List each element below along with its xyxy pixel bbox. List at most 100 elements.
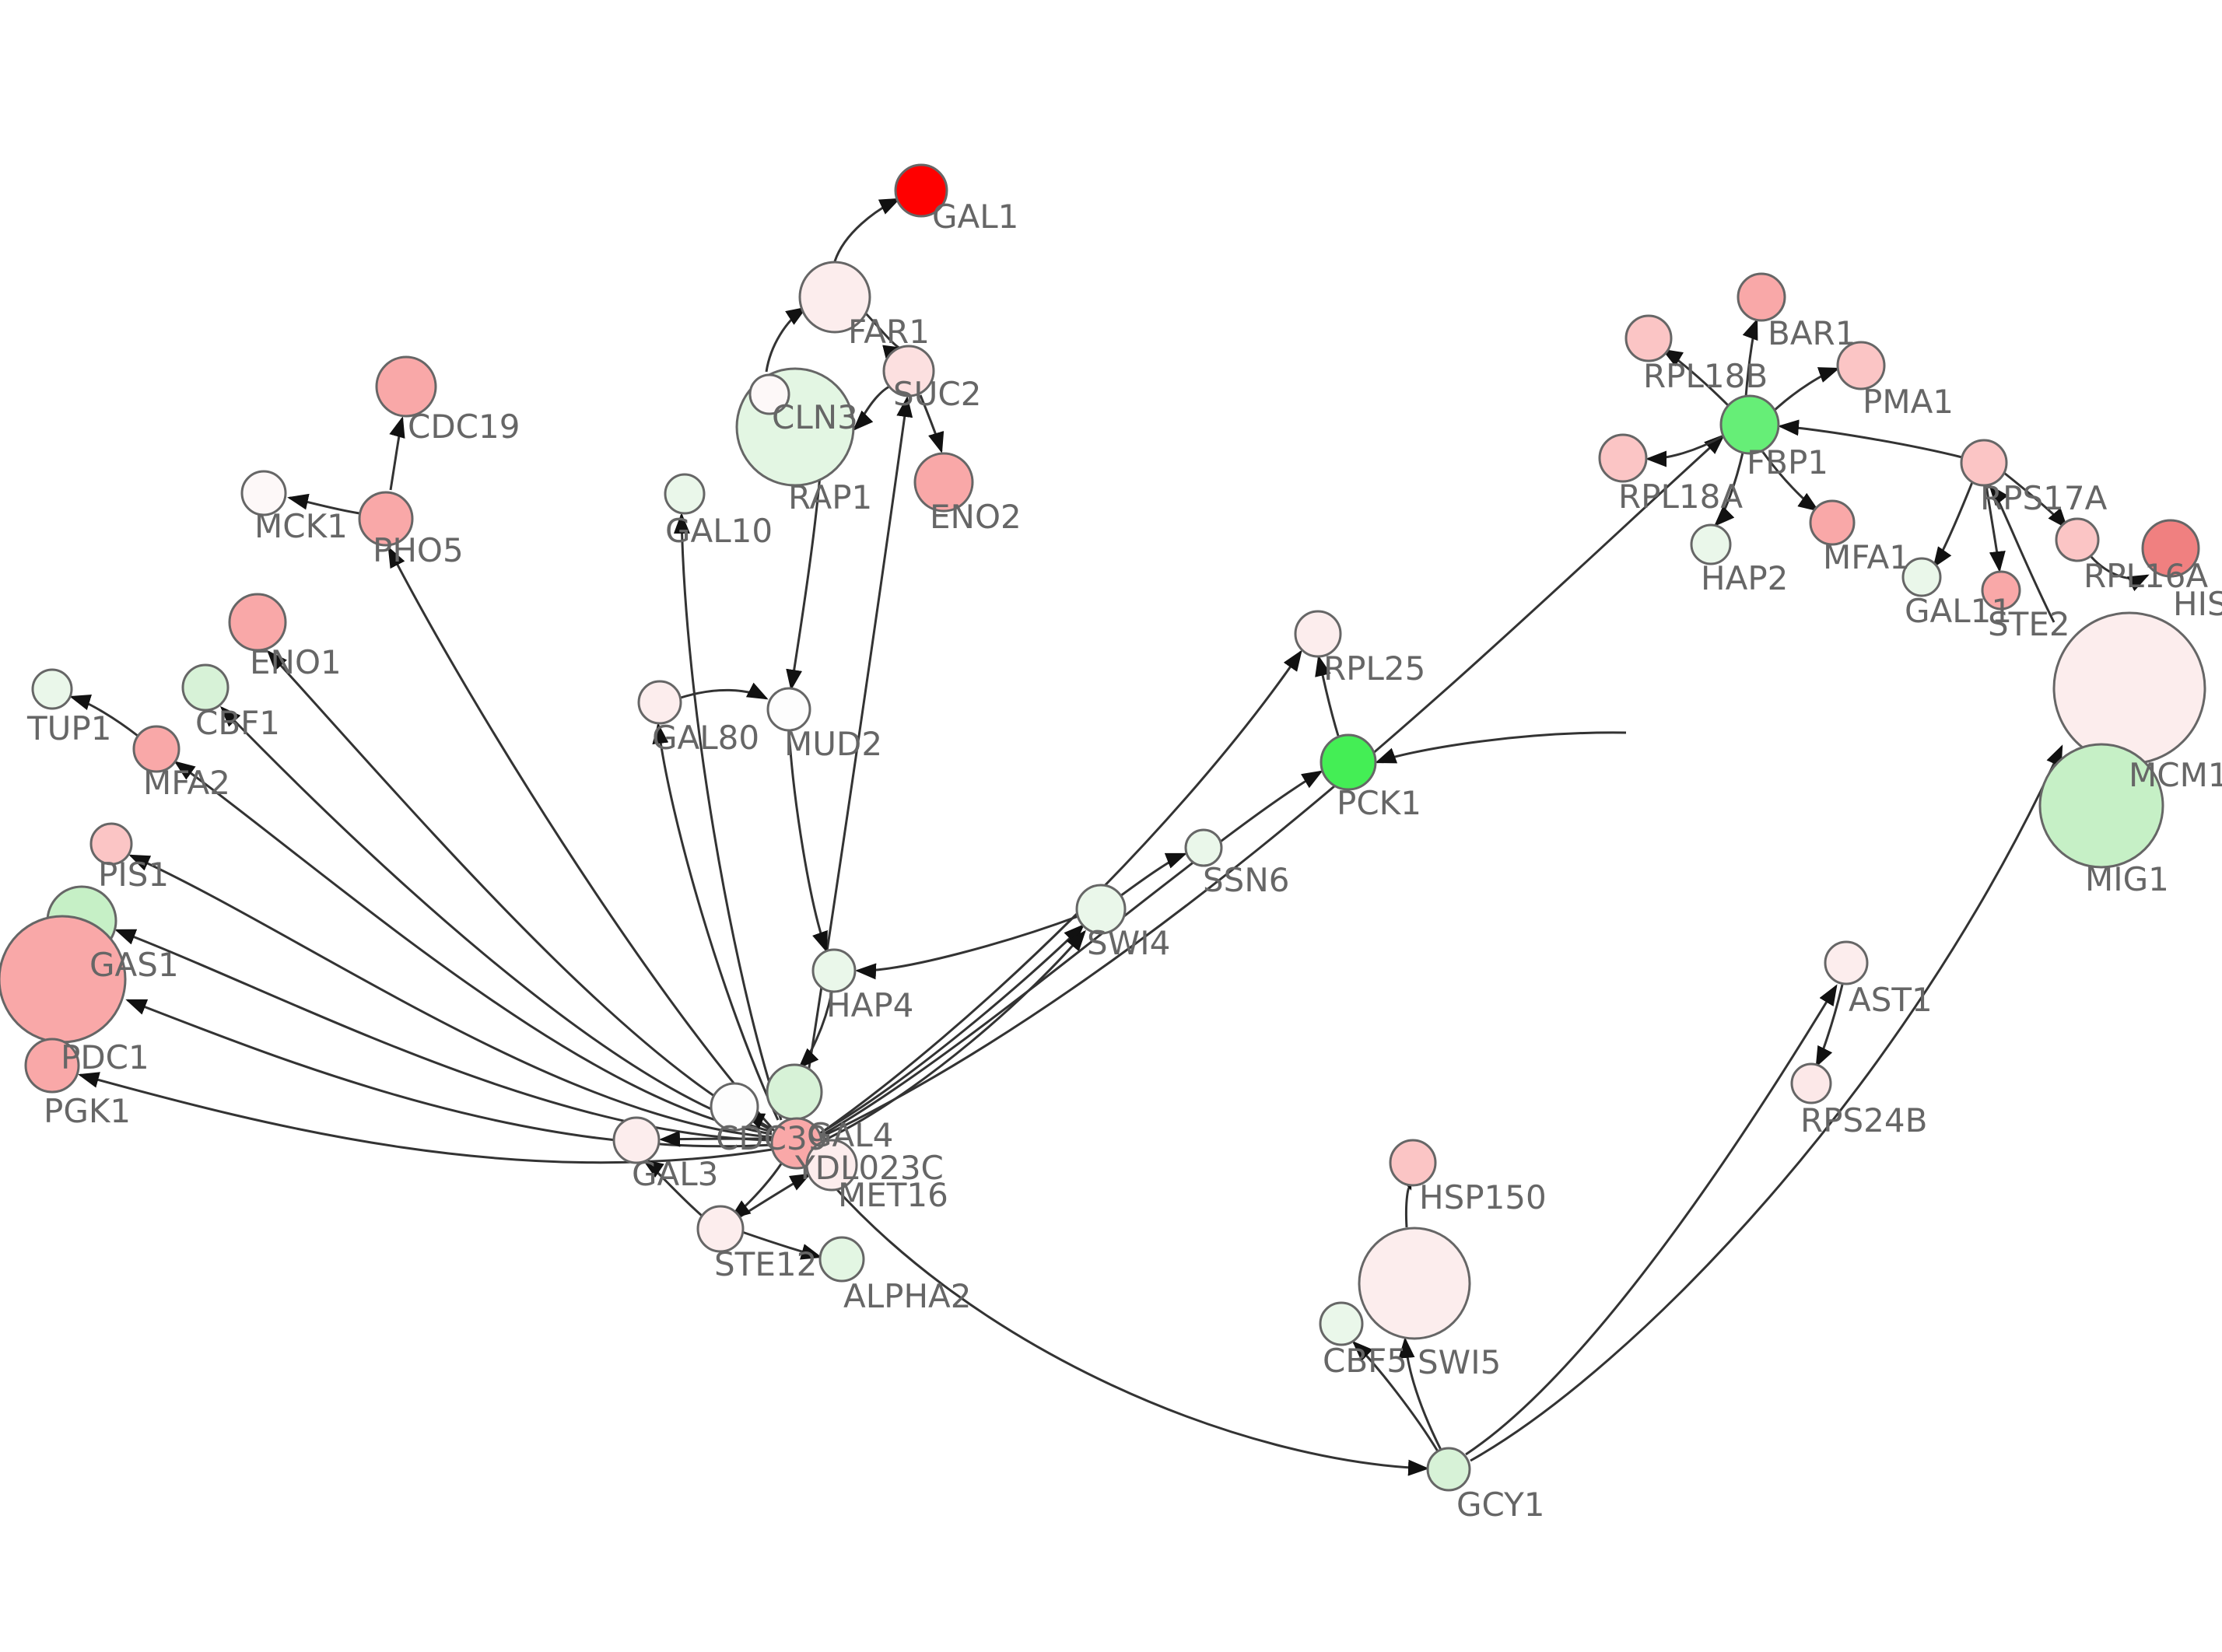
node-pgk1[interactable] bbox=[24, 1038, 80, 1094]
edge-gal4-to-pis1[interactable] bbox=[128, 854, 773, 1139]
edge-pho5-to-mck1[interactable] bbox=[287, 493, 360, 515]
edge-gal4-to-ste12[interactable] bbox=[729, 1162, 783, 1220]
node-rpl18b[interactable] bbox=[1624, 314, 1673, 362]
node-mcm1[interactable] bbox=[2052, 611, 2206, 765]
node-pho5[interactable] bbox=[358, 491, 414, 547]
node-pma1[interactable] bbox=[1836, 341, 1886, 390]
node-rpl16a[interactable] bbox=[2055, 517, 2100, 562]
edge-gal4-to-swi4[interactable] bbox=[818, 923, 1085, 1136]
node-met16[interactable] bbox=[766, 1063, 823, 1121]
edge-gal4-to-mfa2[interactable] bbox=[173, 761, 773, 1136]
edge-gcy1-to-cbf5[interactable] bbox=[1351, 1340, 1439, 1452]
edge-gcy1-to-mcm1[interactable] bbox=[1470, 744, 2063, 1462]
edge-gal4-to-fbp1[interactable] bbox=[820, 433, 1726, 1139]
node-ast1[interactable] bbox=[1824, 940, 1869, 985]
node-mfa1[interactable] bbox=[1809, 499, 1856, 546]
node-rps17a[interactable] bbox=[1960, 439, 2008, 487]
edge-cln3-to-far1[interactable] bbox=[765, 306, 808, 373]
node-pis1[interactable] bbox=[89, 822, 133, 866]
node-cdc39[interactable] bbox=[710, 1082, 759, 1132]
node-eno2[interactable] bbox=[913, 452, 974, 513]
edge-swi4-to-ssn6[interactable] bbox=[1120, 852, 1187, 898]
node-fbp1[interactable] bbox=[1719, 394, 1780, 455]
edge-gal4-to-rpl25[interactable] bbox=[821, 649, 1302, 1134]
node-mfa2[interactable] bbox=[132, 725, 180, 773]
edge-rpl16a-to-his4[interactable] bbox=[2090, 555, 2150, 592]
edge-gal4-to-pck1[interactable] bbox=[820, 770, 1323, 1137]
edge-fbp1-to-hap2[interactable] bbox=[1713, 452, 1744, 527]
edge-suc2-to-cln3[interactable] bbox=[852, 385, 890, 432]
edge-gal4-to-pgk1[interactable] bbox=[78, 1072, 773, 1164]
edge-fbp1-to-mfa1[interactable] bbox=[1761, 450, 1820, 512]
node-tup1[interactable] bbox=[31, 668, 73, 710]
edge-mud2-to-hap4[interactable] bbox=[787, 730, 828, 953]
node-mig1[interactable] bbox=[2038, 743, 2164, 869]
edge-fbp1-to-bar1[interactable] bbox=[1742, 318, 1758, 397]
edge-fbp1-to-rpl18b[interactable] bbox=[1661, 348, 1730, 408]
node-hap2[interactable] bbox=[1690, 523, 1732, 565]
edge-gal4-to-gas1[interactable] bbox=[114, 929, 773, 1142]
node-ste12[interactable] bbox=[696, 1205, 745, 1253]
node-rps24b[interactable] bbox=[1790, 1062, 1832, 1104]
edge-gal4-to-gal10[interactable] bbox=[673, 513, 783, 1121]
edge-mfa2-to-tup1[interactable] bbox=[69, 694, 138, 737]
edge-ste12-to-alpha2[interactable] bbox=[741, 1230, 822, 1260]
edge-gal4-to-gcy1[interactable] bbox=[815, 1166, 1429, 1476]
edge-rps17a-to-ste2[interactable] bbox=[1985, 485, 2006, 572]
node-rap1[interactable] bbox=[748, 373, 790, 415]
node-far1[interactable] bbox=[798, 261, 871, 334]
edge-pho5-to-cdc19[interactable] bbox=[389, 416, 405, 491]
edge-hap4-to-met16[interactable] bbox=[797, 992, 833, 1069]
edge-suc2-to-eno2[interactable] bbox=[919, 394, 945, 453]
edges-layer bbox=[69, 198, 2150, 1476]
edge-far1-to-gal1[interactable] bbox=[833, 198, 901, 262]
edge-fbp1-to-pma1[interactable] bbox=[1771, 367, 1840, 414]
node-gal1[interactable] bbox=[894, 163, 948, 218]
node-pck1[interactable] bbox=[1320, 733, 1377, 791]
node-gal80[interactable] bbox=[637, 680, 682, 725]
edge-mcm1-to-rps17a[interactable] bbox=[1989, 484, 2056, 623]
edge-gal4-to-gal80[interactable] bbox=[652, 723, 780, 1121]
node-gal10[interactable] bbox=[664, 473, 706, 515]
edge-gcy1-to-swi5[interactable] bbox=[1398, 1337, 1442, 1451]
edge-swi5-to-hsp150[interactable] bbox=[1396, 1167, 1412, 1228]
node-mud2[interactable] bbox=[766, 687, 811, 732]
node-his4[interactable] bbox=[2141, 519, 2200, 578]
node-ste2[interactable] bbox=[1981, 570, 2021, 611]
node-hap4[interactable] bbox=[811, 948, 857, 993]
edge-ast1_node-to-pck1[interactable] bbox=[1375, 731, 1627, 764]
node-rpl18a[interactable] bbox=[1598, 433, 1648, 483]
edge-gal4-to-cbf1[interactable] bbox=[219, 705, 773, 1133]
node-mck1[interactable] bbox=[240, 470, 287, 516]
edge-gal80-to-mud2[interactable] bbox=[680, 682, 769, 700]
node-alpha2[interactable] bbox=[818, 1236, 865, 1283]
node-cbf5[interactable] bbox=[1319, 1301, 1364, 1346]
node-cbf1[interactable] bbox=[181, 663, 230, 712]
edge-gcy1-to-ast1[interactable] bbox=[1465, 984, 1838, 1456]
node-hsp150[interactable] bbox=[1389, 1139, 1437, 1187]
edge-gal4-to-suc2[interactable] bbox=[800, 396, 913, 1118]
node-swi4[interactable] bbox=[1075, 884, 1127, 935]
node-ssn6[interactable] bbox=[1184, 828, 1223, 867]
edge-gal4-to-eno1[interactable] bbox=[266, 649, 771, 1131]
node-gal3[interactable] bbox=[612, 1116, 661, 1164]
edge-ste12-to-gal3[interactable] bbox=[642, 1159, 703, 1217]
edge-rps17a-to-gal11[interactable] bbox=[1933, 481, 1974, 569]
node-rpl25[interactable] bbox=[1294, 610, 1342, 658]
node-ydl023c[interactable] bbox=[805, 1139, 858, 1192]
node-gal11[interactable] bbox=[1901, 557, 1942, 597]
node-cdc19[interactable] bbox=[375, 355, 437, 418]
edge-ast1-to-rps24b[interactable] bbox=[1815, 984, 1844, 1068]
node-swi5[interactable] bbox=[1358, 1227, 1471, 1340]
edge-fbp1-to-rpl18a[interactable] bbox=[1645, 434, 1725, 467]
node-eno1[interactable] bbox=[228, 593, 287, 652]
edge-swi4-to-hap4[interactable] bbox=[855, 915, 1079, 980]
node-bar1[interactable] bbox=[1737, 272, 1786, 322]
edge-gal4-to-pho5[interactable] bbox=[387, 546, 773, 1129]
edge-pck1-to-rpl25[interactable] bbox=[1315, 655, 1340, 737]
node-suc2[interactable] bbox=[882, 345, 935, 397]
edge-rps17a-to-fbp1[interactable] bbox=[1778, 419, 1963, 459]
edge-gal4-to-swi4[interactable] bbox=[820, 929, 1086, 1143]
node-gcy1[interactable] bbox=[1426, 1447, 1471, 1492]
edge-gal4-to-pdc1[interactable] bbox=[125, 999, 773, 1148]
